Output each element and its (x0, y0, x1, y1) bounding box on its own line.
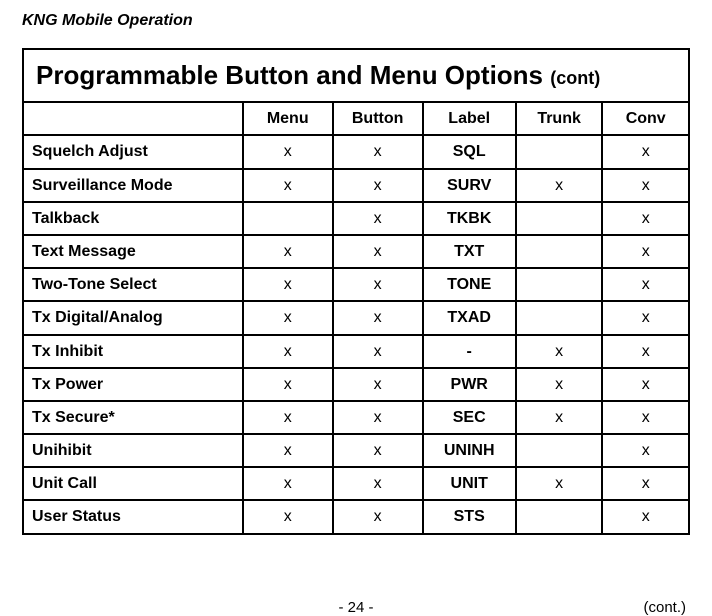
col-head-blank (23, 102, 243, 135)
row-name: Text Message (23, 235, 243, 268)
cell-trunk: x (516, 169, 603, 202)
row-name: Talkback (23, 202, 243, 235)
cell-conv: x (602, 268, 689, 301)
page-number: - 24 - (338, 599, 373, 616)
cell-label: UNINH (423, 434, 516, 467)
cell-label: TXAD (423, 301, 516, 334)
cell-conv: x (602, 135, 689, 168)
table-row: Text MessagexxTXTx (23, 235, 689, 268)
row-name: Tx Digital/Analog (23, 301, 243, 334)
col-head-trunk: Trunk (516, 102, 603, 135)
cell-conv: x (602, 500, 689, 533)
row-name: Tx Secure* (23, 401, 243, 434)
cell-trunk (516, 235, 603, 268)
table-row: Tx Secure*xxSECxx (23, 401, 689, 434)
cell-label: UNIT (423, 467, 516, 500)
header-row: Menu Button Label Trunk Conv (23, 102, 689, 135)
cell-trunk (516, 135, 603, 168)
options-table: Programmable Button and Menu Options (co… (22, 48, 690, 535)
cell-conv: x (602, 202, 689, 235)
table-row: User StatusxxSTSx (23, 500, 689, 533)
cell-conv: x (602, 235, 689, 268)
cell-conv: x (602, 335, 689, 368)
cell-label: PWR (423, 368, 516, 401)
cell-button: x (333, 202, 423, 235)
cell-button: x (333, 169, 423, 202)
cell-label: SQL (423, 135, 516, 168)
cell-button: x (333, 235, 423, 268)
cell-conv: x (602, 301, 689, 334)
table-row: Two-Tone SelectxxTONEx (23, 268, 689, 301)
cell-label: TXT (423, 235, 516, 268)
col-head-conv: Conv (602, 102, 689, 135)
cell-menu (243, 202, 333, 235)
row-name: Unit Call (23, 467, 243, 500)
cell-menu: x (243, 268, 333, 301)
row-name: User Status (23, 500, 243, 533)
table-title-cont: (cont) (550, 68, 600, 88)
col-head-menu: Menu (243, 102, 333, 135)
cell-trunk: x (516, 467, 603, 500)
cell-conv: x (602, 368, 689, 401)
table-row: UnihibitxxUNINHx (23, 434, 689, 467)
cell-menu: x (243, 135, 333, 168)
cell-menu: x (243, 434, 333, 467)
cell-menu: x (243, 235, 333, 268)
doc-header: KNG Mobile Operation (22, 12, 690, 30)
table-row: Tx PowerxxPWRxx (23, 368, 689, 401)
cell-button: x (333, 467, 423, 500)
table-row: Tx Inhibitxx-xx (23, 335, 689, 368)
cell-trunk (516, 202, 603, 235)
cell-button: x (333, 301, 423, 334)
cell-trunk (516, 268, 603, 301)
cell-menu: x (243, 169, 333, 202)
row-name: Unihibit (23, 434, 243, 467)
table-title: Programmable Button and Menu Options (36, 60, 550, 90)
table-title-cell: Programmable Button and Menu Options (co… (23, 49, 689, 102)
cell-button: x (333, 401, 423, 434)
title-row: Programmable Button and Menu Options (co… (23, 49, 689, 102)
cell-button: x (333, 368, 423, 401)
cell-trunk: x (516, 335, 603, 368)
cell-menu: x (243, 335, 333, 368)
cell-button: x (333, 268, 423, 301)
cell-trunk: x (516, 368, 603, 401)
cell-trunk (516, 434, 603, 467)
col-head-label: Label (423, 102, 516, 135)
cell-button: x (333, 434, 423, 467)
cell-label: TONE (423, 268, 516, 301)
cell-conv: x (602, 401, 689, 434)
cell-label: STS (423, 500, 516, 533)
row-name: Tx Power (23, 368, 243, 401)
table-row: Unit CallxxUNITxx (23, 467, 689, 500)
cell-trunk: x (516, 401, 603, 434)
cell-conv: x (602, 467, 689, 500)
row-name: Surveillance Mode (23, 169, 243, 202)
table-row: Tx Digital/AnalogxxTXADx (23, 301, 689, 334)
cell-button: x (333, 335, 423, 368)
table-row: TalkbackxTKBKx (23, 202, 689, 235)
cell-conv: x (602, 434, 689, 467)
cell-menu: x (243, 368, 333, 401)
cont-label: (cont.) (643, 599, 686, 616)
col-head-button: Button (333, 102, 423, 135)
cell-menu: x (243, 401, 333, 434)
cell-button: x (333, 500, 423, 533)
cell-menu: x (243, 301, 333, 334)
cell-label: SEC (423, 401, 516, 434)
cell-conv: x (602, 169, 689, 202)
cell-label: SURV (423, 169, 516, 202)
cell-menu: x (243, 500, 333, 533)
row-name: Tx Inhibit (23, 335, 243, 368)
table-row: Squelch AdjustxxSQLx (23, 135, 689, 168)
cell-trunk (516, 301, 603, 334)
cell-button: x (333, 135, 423, 168)
cell-menu: x (243, 467, 333, 500)
row-name: Squelch Adjust (23, 135, 243, 168)
cell-label: - (423, 335, 516, 368)
cell-label: TKBK (423, 202, 516, 235)
cell-trunk (516, 500, 603, 533)
row-name: Two-Tone Select (23, 268, 243, 301)
table-row: Surveillance ModexxSURVxx (23, 169, 689, 202)
